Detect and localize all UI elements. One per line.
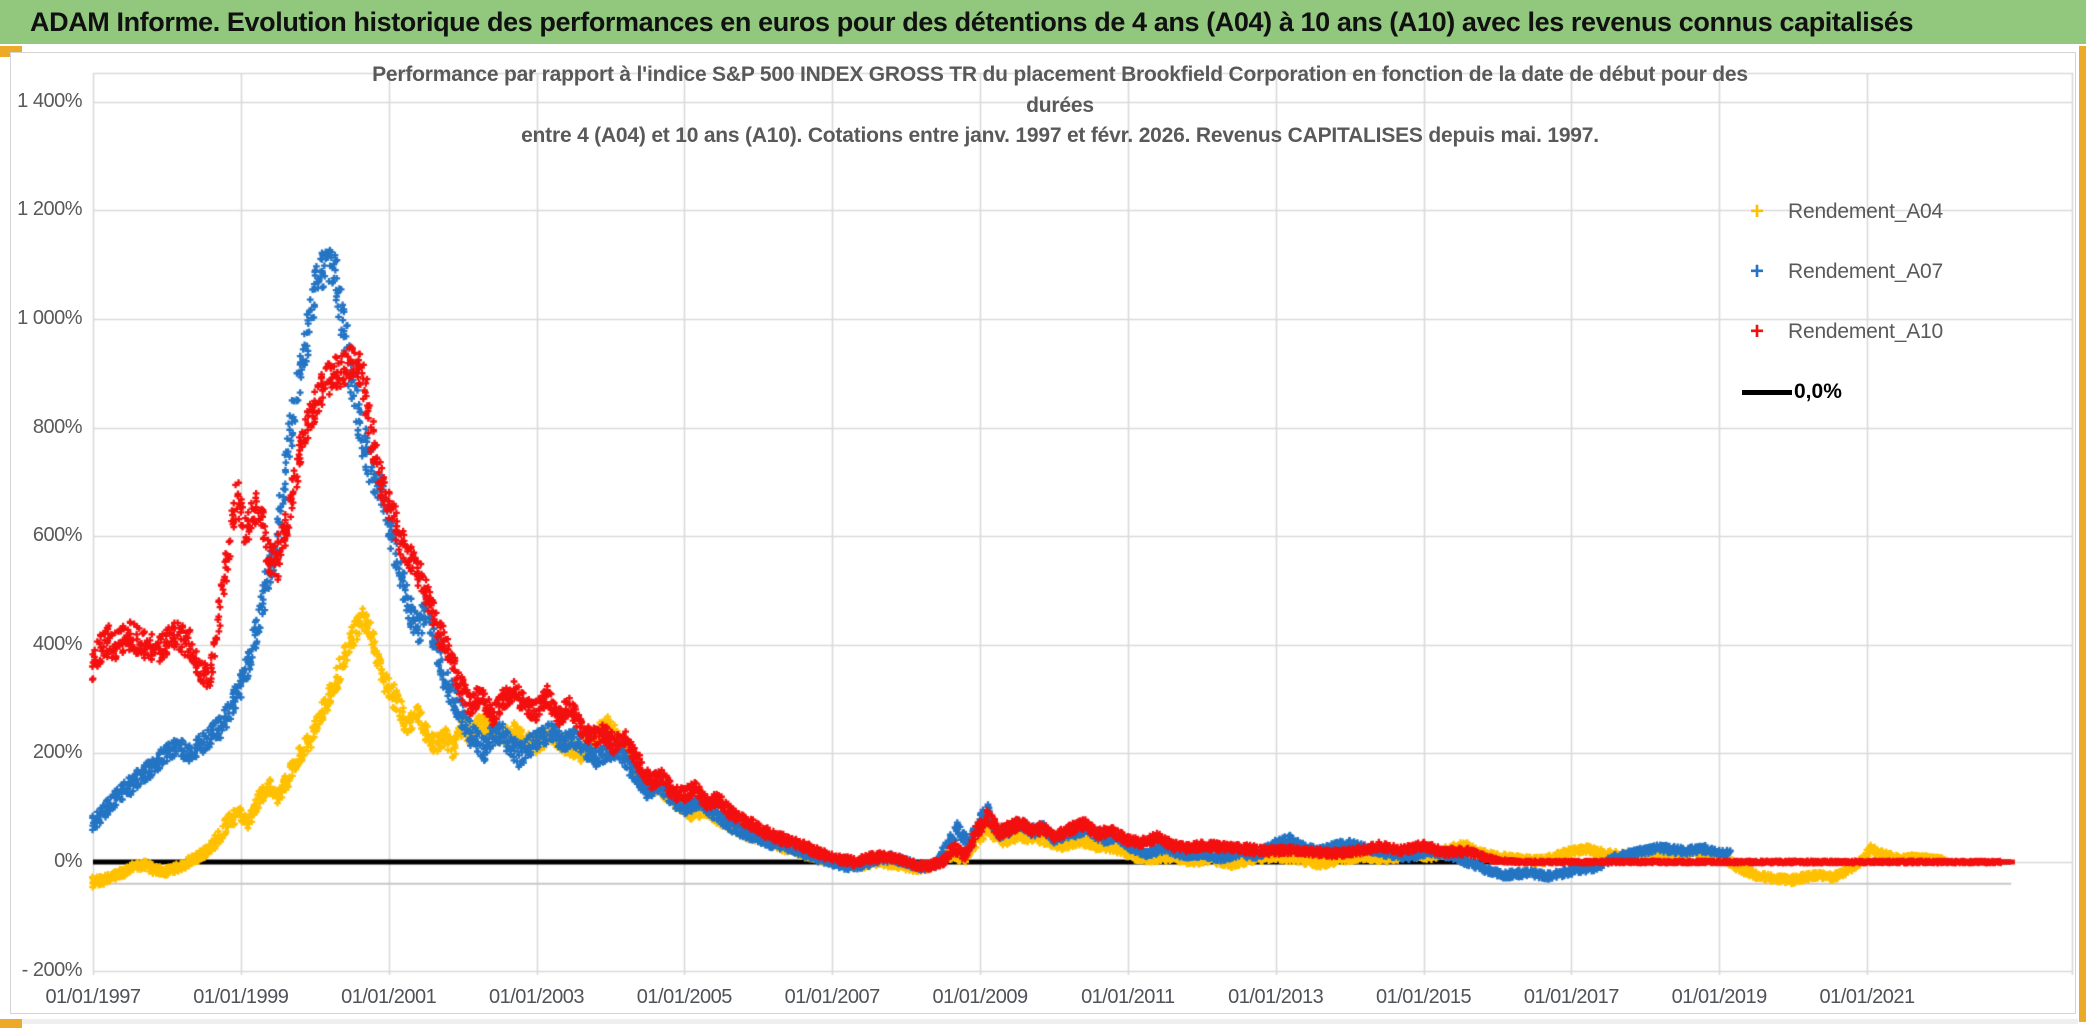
- chart-title-line-1: Performance par rapport à l'indice S&P 5…: [372, 63, 1748, 86]
- x-axis-tick-label: 01/01/2011: [1081, 986, 1175, 1008]
- y-axis-tick-label: 1 400%: [17, 89, 82, 112]
- x-axis-tick-label: 01/01/2015: [1375, 986, 1472, 1008]
- legend-label: 0,0%: [1794, 380, 1842, 403]
- x-axis-tick-label: 01/01/2017: [1523, 986, 1620, 1008]
- chart-title-line-2: durées: [1026, 93, 1094, 117]
- legend-label: Rendement_A10: [1788, 320, 1944, 343]
- x-axis-tick-label: 01/01/2001: [341, 986, 437, 1008]
- x-axis-tick-label: 01/01/1999: [193, 986, 289, 1008]
- legend-label: Rendement_A04: [1788, 200, 1944, 223]
- x-axis-tick-label: 01/01/2003: [488, 986, 585, 1008]
- x-axis-tick-label: 01/01/2019: [1671, 986, 1768, 1008]
- x-axis-tick-label: 01/01/2009: [932, 986, 1028, 1008]
- legend-label: Rendement_A07: [1788, 260, 1944, 283]
- x-axis-tick-label: 01/01/2007: [784, 986, 881, 1008]
- y-axis-tick-label: 1 000%: [17, 307, 82, 329]
- chart-title: Performance par rapport à l'indice S&P 5…: [160, 60, 1960, 152]
- legend-item-zero-line[interactable]: 0,0%: [1742, 362, 2042, 422]
- legend-item-rendement-a10[interactable]: + Rendement_A10: [1742, 302, 2042, 362]
- zero-line-swatch-icon: [1742, 389, 1792, 395]
- plus-marker-icon: +: [1749, 258, 1764, 285]
- x-axis-tick-label: 01/01/2013: [1228, 986, 1324, 1008]
- plus-marker-icon: +: [1749, 198, 1764, 225]
- y-axis-tick-label: 200%: [32, 741, 83, 764]
- y-axis-tick-label: 600%: [32, 524, 83, 547]
- legend-item-rendement-a04[interactable]: + Rendement_A04: [1742, 182, 2042, 242]
- x-axis-tick-label: 01/01/1997: [45, 986, 141, 1008]
- y-axis-tick-label: 800%: [32, 415, 83, 438]
- plus-marker-icon: +: [1749, 318, 1764, 345]
- x-axis-tick-label: 01/01/2005: [636, 986, 733, 1008]
- chart-legend: + Rendement_A04 + Rendement_A07 + Rendem…: [1742, 182, 2042, 422]
- chart-title-line-3: entre 4 (A04) et 10 ans (A10). Cotations…: [521, 124, 1599, 147]
- y-axis-tick-label: 1 200%: [17, 198, 82, 221]
- legend-item-rendement-a07[interactable]: + Rendement_A07: [1742, 242, 2042, 302]
- x-axis-tick-label: 01/01/2021: [1819, 986, 1916, 1008]
- y-axis-tick-label: - 200%: [21, 958, 83, 981]
- y-axis-tick-label: 400%: [32, 632, 83, 655]
- y-axis-tick-label: 0%: [54, 850, 82, 872]
